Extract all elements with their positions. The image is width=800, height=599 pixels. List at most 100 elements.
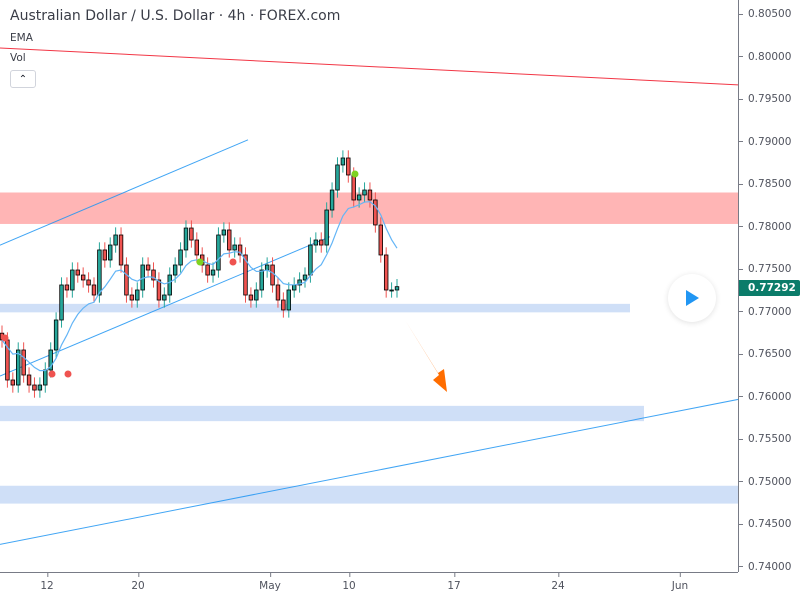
candle-body bbox=[335, 164, 340, 191]
price-tick: 0.77000 bbox=[739, 306, 791, 318]
signal-dot bbox=[196, 258, 204, 266]
candle-body bbox=[189, 227, 194, 241]
price-tick: 0.78000 bbox=[739, 221, 791, 233]
candle-body bbox=[356, 194, 362, 201]
collapse-legend-button[interactable]: ⌃ bbox=[10, 70, 36, 88]
price-chart[interactable] bbox=[0, 0, 738, 572]
price-tick: 0.75500 bbox=[739, 433, 791, 445]
chevron-up-icon: ⌃ bbox=[18, 73, 28, 85]
price-tick: 0.80000 bbox=[739, 51, 791, 63]
price-tick: 0.75000 bbox=[739, 476, 791, 488]
candle-body bbox=[227, 229, 232, 251]
time-tick: 20 bbox=[131, 573, 145, 592]
candle-body bbox=[91, 284, 97, 296]
candle-body bbox=[118, 234, 124, 266]
candle-body bbox=[232, 244, 237, 251]
candle-body bbox=[59, 284, 64, 321]
candle-body bbox=[80, 274, 86, 281]
candle-body bbox=[254, 289, 259, 301]
candle-body bbox=[286, 289, 291, 311]
candle-body bbox=[43, 369, 48, 386]
down-arrow bbox=[405, 320, 447, 392]
candle-body bbox=[70, 269, 75, 291]
time-tick: 12 bbox=[40, 573, 54, 592]
candle-body bbox=[362, 189, 367, 196]
candle-body bbox=[297, 279, 302, 286]
candle-body bbox=[10, 379, 16, 386]
play-button[interactable] bbox=[668, 274, 716, 322]
candle-body bbox=[346, 157, 351, 176]
candle-body bbox=[367, 189, 373, 201]
candle-body bbox=[329, 189, 335, 211]
candle-body bbox=[48, 349, 53, 371]
candle-body bbox=[308, 244, 313, 276]
symbol-title: Australian Dollar / U.S. Dollar · 4h · F… bbox=[10, 8, 341, 24]
candle-body bbox=[270, 264, 275, 286]
zone-blue bbox=[0, 303, 630, 313]
time-tick: Jun bbox=[672, 573, 688, 592]
candle-body bbox=[210, 269, 216, 276]
play-icon bbox=[686, 290, 699, 306]
candle-body bbox=[183, 227, 189, 251]
candle-body bbox=[21, 349, 26, 376]
time-tick: 10 bbox=[342, 573, 356, 592]
candle-body bbox=[151, 269, 156, 281]
candle-body bbox=[313, 239, 319, 246]
signal-dot bbox=[229, 258, 237, 266]
signal-dot bbox=[64, 370, 72, 378]
zone-blue bbox=[0, 485, 738, 504]
candle-body bbox=[75, 269, 80, 276]
candle-body bbox=[178, 249, 183, 266]
candle-body bbox=[237, 244, 243, 256]
candle-body bbox=[221, 229, 227, 236]
last-price-label: 0.77292 bbox=[739, 280, 800, 296]
candle-body bbox=[32, 384, 37, 391]
candle-body bbox=[394, 286, 400, 291]
price-tick: 0.79000 bbox=[739, 136, 791, 148]
long-trendline bbox=[0, 398, 738, 545]
time-axis[interactable]: 12 20 May 10 17 24 Jun bbox=[0, 572, 738, 599]
price-tick: 0.74500 bbox=[739, 518, 791, 530]
indicator-vol[interactable]: Vol bbox=[10, 52, 26, 64]
candle-body bbox=[243, 254, 248, 296]
candle-body bbox=[108, 244, 113, 261]
signal-dot bbox=[351, 170, 359, 178]
price-tick: 0.77500 bbox=[739, 263, 791, 275]
price-tick: 0.76000 bbox=[739, 391, 791, 403]
candle-body bbox=[275, 284, 281, 301]
zone-blue bbox=[0, 405, 644, 422]
signal-dot bbox=[1, 334, 9, 342]
candle-body bbox=[378, 224, 383, 256]
time-tick: 24 bbox=[551, 573, 565, 592]
candle-body bbox=[291, 284, 297, 291]
candle-body bbox=[205, 264, 210, 276]
candle-body bbox=[281, 299, 286, 311]
price-axis[interactable]: 0.74000 0.74500 0.75000 0.75500 0.76000 0.765… bbox=[738, 0, 800, 573]
candle-body bbox=[26, 374, 32, 386]
candle-body bbox=[37, 384, 43, 391]
candle-body bbox=[302, 274, 308, 281]
signal-dot bbox=[48, 370, 56, 378]
candle-body bbox=[102, 249, 108, 261]
candle-body bbox=[259, 269, 264, 291]
indicator-ema[interactable]: EMA bbox=[10, 32, 33, 44]
price-tick: 0.76500 bbox=[739, 348, 791, 360]
candle-body bbox=[162, 294, 167, 301]
candle-body bbox=[351, 174, 356, 201]
lower-channel bbox=[0, 236, 331, 377]
candle-body bbox=[53, 319, 59, 351]
candle-body bbox=[248, 294, 254, 301]
upper-channel bbox=[0, 139, 249, 246]
candle-body bbox=[124, 264, 129, 296]
time-tick: May bbox=[259, 573, 281, 592]
price-tick: 0.80500 bbox=[739, 8, 791, 20]
candle-body bbox=[319, 239, 324, 246]
candle-body bbox=[389, 289, 394, 292]
candle-body bbox=[373, 199, 378, 226]
candle-body bbox=[129, 294, 135, 301]
red-trendline bbox=[0, 47, 738, 86]
candle-body bbox=[340, 157, 346, 166]
candle-body bbox=[167, 274, 172, 296]
candle-body bbox=[97, 249, 102, 296]
candle-body bbox=[145, 264, 151, 271]
